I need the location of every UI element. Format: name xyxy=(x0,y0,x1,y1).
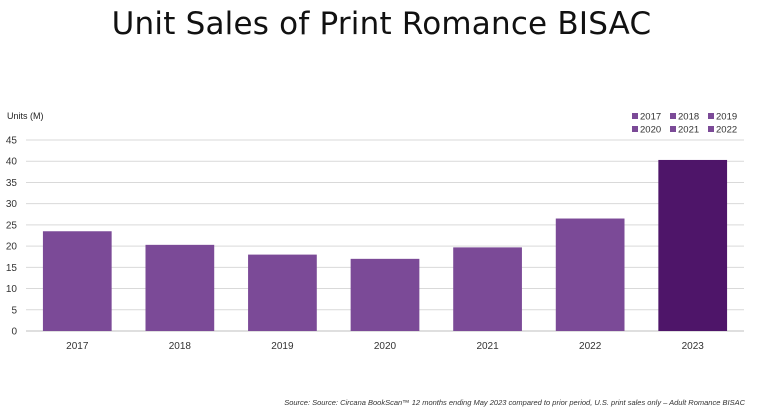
y-tick-label: 10 xyxy=(6,284,18,295)
y-tick-label: 25 xyxy=(6,220,18,231)
y-tick-label: 40 xyxy=(6,157,18,168)
y-axis-ticks: 0 5 10 15 20 25 30 35 40 45 xyxy=(6,136,18,338)
y-axis-label: Units (M) xyxy=(7,111,44,121)
x-tick-label: 2018 xyxy=(169,341,192,352)
y-tick-label: 30 xyxy=(6,199,18,210)
legend-swatch xyxy=(632,113,638,119)
y-tick-label: 45 xyxy=(6,136,18,147)
bar-2018 xyxy=(145,244,215,331)
legend-swatch xyxy=(670,113,676,119)
bar-2019 xyxy=(248,254,317,331)
source-note: Source: Source: Circana BookScan™ 12 mon… xyxy=(284,398,745,407)
bar-2023 xyxy=(658,159,728,331)
x-tick-label: 2020 xyxy=(374,341,397,352)
x-tick-label: 2023 xyxy=(682,341,705,352)
y-tick-label: 5 xyxy=(11,305,17,316)
y-tick-label: 35 xyxy=(6,178,18,189)
y-tick-label: 15 xyxy=(6,263,18,274)
y-tick-label: 0 xyxy=(11,327,17,338)
x-axis-ticks: 2017 2018 2019 2020 2021 2022 2023 xyxy=(66,341,704,352)
x-tick-label: 2021 xyxy=(476,341,499,352)
y-tick-label: 20 xyxy=(6,242,18,253)
legend-swatch xyxy=(670,126,676,132)
x-tick-label: 2022 xyxy=(579,341,602,352)
legend-swatch xyxy=(708,126,714,132)
bar-2017 xyxy=(42,231,112,331)
legend-label: 2020 xyxy=(640,125,661,136)
legend-label: 2017 xyxy=(640,112,661,123)
legend-label: 2022 xyxy=(716,125,737,136)
bar-2021 xyxy=(453,247,522,331)
legend-label: 2019 xyxy=(716,112,737,123)
legend-swatch xyxy=(708,113,714,119)
bar-2022 xyxy=(555,218,625,331)
legend-label: 2021 xyxy=(678,125,699,136)
chart-title: Unit Sales of Print Romance BISAC xyxy=(111,6,652,42)
x-tick-label: 2017 xyxy=(66,341,89,352)
bar-2020 xyxy=(350,258,420,331)
x-tick-label: 2019 xyxy=(271,341,294,352)
bars xyxy=(42,159,728,331)
legend-swatch xyxy=(632,126,638,132)
legend: 2017 2018 2019 2020 2021 2022 xyxy=(632,112,737,136)
legend-label: 2018 xyxy=(678,112,699,123)
